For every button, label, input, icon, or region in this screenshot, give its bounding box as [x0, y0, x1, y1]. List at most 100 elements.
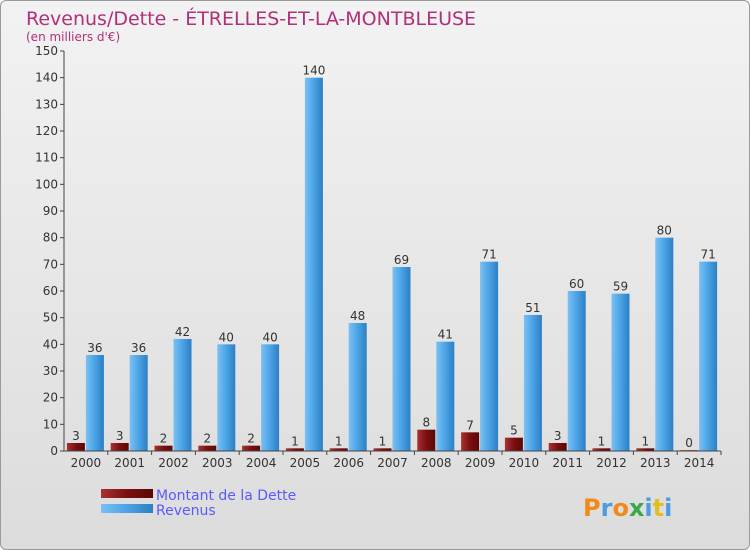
- bar-revenus: [173, 339, 192, 451]
- bar-dette: [504, 437, 523, 451]
- y-tick-label: 50: [43, 311, 58, 325]
- data-label-dette: 2: [247, 432, 255, 446]
- y-tick-label: 60: [43, 284, 58, 298]
- logo-letter: t: [653, 494, 664, 522]
- y-tick-label: 70: [43, 257, 58, 271]
- x-tick-label: 2009: [465, 456, 496, 470]
- bar-revenus: [699, 261, 718, 451]
- bar-revenus: [392, 267, 411, 451]
- y-tick-label: 120: [35, 124, 58, 138]
- logo-letter: r: [601, 494, 613, 522]
- logo-letter: i: [644, 494, 652, 522]
- bar-dette: [154, 445, 173, 451]
- bar-dette: [373, 448, 392, 451]
- data-label-revenus: 140: [302, 64, 325, 78]
- bar-revenus: [85, 355, 104, 451]
- x-axis: 2000 2001 2002 2003 2004 2005 2006 2007 2008 2009…: [64, 450, 722, 470]
- x-tick-label: 2006: [333, 456, 364, 470]
- bar-revenus: [348, 323, 367, 451]
- data-label-revenus: 71: [481, 248, 496, 262]
- data-label-revenus: 80: [657, 224, 672, 238]
- bar-dette: [417, 429, 436, 451]
- x-tick-label: 2005: [290, 456, 321, 470]
- bar-dette: [329, 448, 348, 451]
- legend-swatch-dette: [101, 489, 153, 498]
- data-label-dette: 2: [203, 432, 211, 446]
- data-label-dette: 1: [291, 434, 299, 448]
- proxiti-logo: Proxiti: [583, 494, 672, 522]
- y-tick-label: 80: [43, 231, 58, 245]
- data-label-dette: 1: [641, 434, 649, 448]
- bar-revenus: [217, 344, 236, 451]
- y-tick-label: 100: [35, 177, 58, 191]
- y-tick-label: 40: [43, 337, 58, 351]
- data-label-revenus: 40: [219, 330, 234, 344]
- bar-dette: [636, 448, 655, 451]
- bar-revenus: [129, 355, 148, 451]
- chart-subtitle: (en milliers d'€): [26, 30, 120, 44]
- logo-letter: P: [583, 494, 601, 522]
- bar-revenus: [304, 77, 323, 452]
- bar-revenus: [523, 315, 542, 451]
- x-tick-label: 2010: [509, 456, 540, 470]
- data-label-dette: 5: [510, 424, 518, 438]
- logo-letter: i: [664, 494, 672, 522]
- bar-revenus: [261, 344, 280, 451]
- data-label-revenus: 36: [87, 341, 102, 355]
- data-label-dette: 7: [466, 418, 474, 432]
- x-tick-label: 2014: [684, 456, 715, 470]
- bar-revenus: [611, 293, 630, 451]
- data-label-dette: 8: [422, 416, 430, 430]
- x-tick-label: 2004: [246, 456, 277, 470]
- x-tick-label: 2008: [421, 456, 452, 470]
- data-label-dette: 3: [554, 429, 562, 443]
- legend: Montant de la Dette Revenus: [101, 488, 296, 519]
- legend-label-revenus: Revenus: [156, 503, 216, 519]
- data-label-dette: 1: [379, 434, 387, 448]
- y-tick-label: 10: [43, 417, 58, 431]
- x-tick-label: 2013: [640, 456, 671, 470]
- data-label-revenus: 42: [175, 325, 190, 339]
- y-tick-label: 130: [35, 97, 58, 111]
- x-tick-label: 2001: [114, 456, 145, 470]
- data-label-revenus: 48: [350, 309, 365, 323]
- y-tick-label: 110: [35, 151, 58, 165]
- data-label-dette: 3: [116, 429, 124, 443]
- data-label-revenus: 59: [613, 280, 628, 294]
- y-axis: 0 10 20 30 40 50 60 70 80 90 100 110 120 130 140 150: [35, 44, 65, 458]
- bars-group: 3 36 3 36 2 42 2 40 2 40 1 140 1 48 1 69 8 41 7 71 5 51 3 60 1 59…: [66, 64, 718, 452]
- y-tick-label: 140: [35, 71, 58, 85]
- data-label-revenus: 69: [394, 253, 409, 267]
- logo-letter: o: [612, 494, 629, 522]
- legend-label-dette: Montant de la Dette: [156, 488, 296, 504]
- legend-swatch-revenus: [101, 504, 153, 513]
- bar-dette: [461, 432, 480, 451]
- x-tick-label: 2012: [596, 456, 627, 470]
- chart-title: Revenus/Dette - ÉTRELLES-ET-LA-MONTBLEUS…: [26, 7, 476, 30]
- y-tick-label: 150: [35, 44, 58, 58]
- bar-dette: [592, 448, 611, 451]
- data-label-dette: 3: [72, 429, 80, 443]
- data-label-dette: 0: [685, 436, 693, 450]
- x-tick-label: 2011: [552, 456, 583, 470]
- bar-revenus: [567, 291, 586, 451]
- y-tick-label: 30: [43, 364, 58, 378]
- y-tick-label: 20: [43, 391, 58, 405]
- bar-revenus: [480, 261, 499, 451]
- y-tick-label: 0: [50, 444, 58, 458]
- bar-dette: [198, 445, 217, 451]
- bar-dette: [285, 448, 304, 451]
- data-label-revenus: 36: [131, 341, 146, 355]
- bar-revenus: [655, 237, 674, 451]
- data-label-revenus: 41: [438, 328, 453, 342]
- data-label-dette: 1: [335, 434, 343, 448]
- data-label-dette: 1: [598, 434, 606, 448]
- data-label-revenus: 60: [569, 277, 584, 291]
- x-tick-label: 2007: [377, 456, 408, 470]
- bar-dette: [110, 443, 129, 451]
- data-label-revenus: 71: [700, 248, 715, 262]
- data-label-dette: 2: [160, 432, 168, 446]
- x-tick-label: 2003: [202, 456, 233, 470]
